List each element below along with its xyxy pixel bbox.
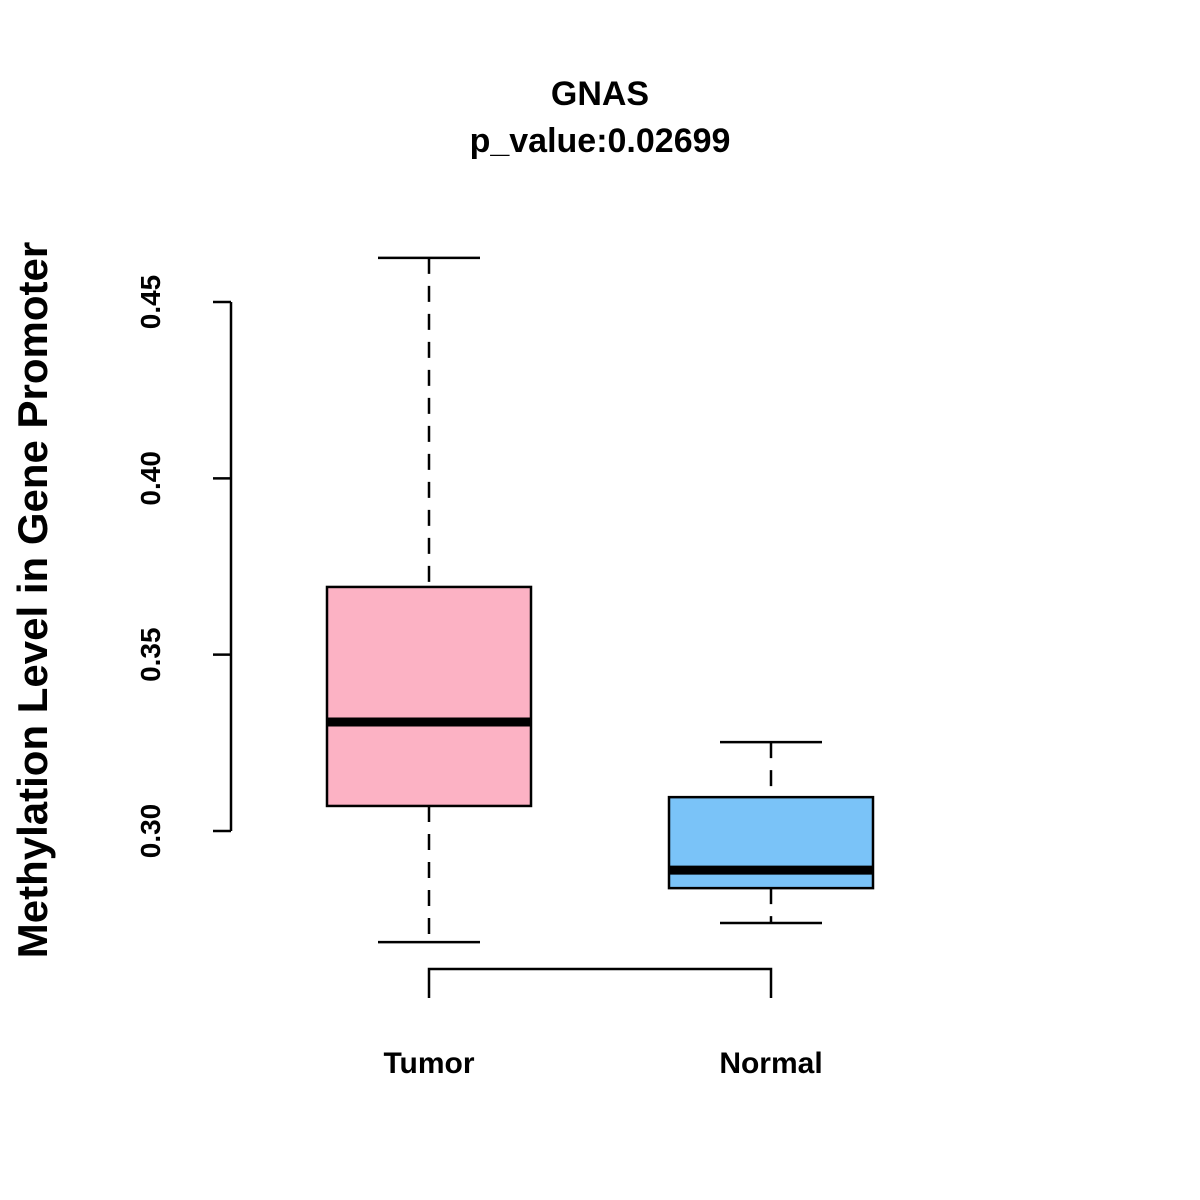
chart-title: GNAS bbox=[551, 75, 649, 113]
box-normal bbox=[667, 740, 875, 925]
y-tick-label: 0.35 bbox=[135, 627, 166, 682]
y-tick-label: 0.45 bbox=[135, 275, 166, 330]
y-axis-label: Methylation Level in Gene Promoter bbox=[9, 242, 56, 958]
box-tumor bbox=[325, 256, 533, 944]
y-tick-label: 0.40 bbox=[135, 451, 166, 506]
boxes bbox=[325, 256, 875, 944]
x-label-tumor: Tumor bbox=[383, 1047, 474, 1080]
chart-subtitle: p_value:0.02699 bbox=[470, 122, 731, 160]
iqr-box bbox=[325, 585, 533, 808]
x-label-normal: Normal bbox=[719, 1047, 822, 1080]
significance-bracket bbox=[427, 967, 773, 998]
y-tick-label: 0.30 bbox=[135, 804, 166, 859]
y-axis: 0.30 0.35 0.40 0.45 bbox=[135, 275, 233, 859]
x-axis-labels: Tumor Normal bbox=[383, 1047, 822, 1080]
bracket-line bbox=[427, 967, 773, 998]
